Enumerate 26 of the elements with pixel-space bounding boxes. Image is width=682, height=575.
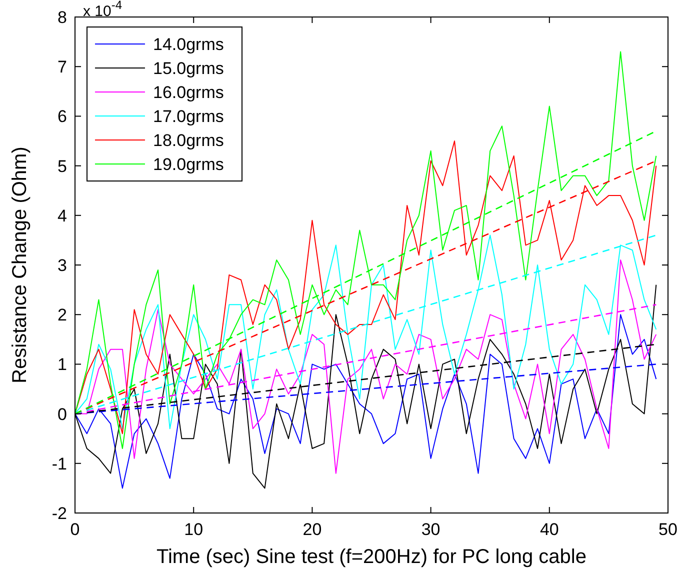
y-tick-label: 3 <box>58 256 67 275</box>
x-tick-label: 10 <box>184 520 204 539</box>
x-tick-label: 50 <box>658 520 678 539</box>
y-tick-label: 6 <box>58 107 67 126</box>
y-tick-label: -1 <box>52 454 67 474</box>
legend-label: 17.0grms <box>153 107 224 126</box>
y-tick-label: 7 <box>58 58 67 77</box>
x-tick-label: 0 <box>70 520 80 539</box>
legend-label: 18.0grms <box>153 131 224 150</box>
x-tick-label: 40 <box>540 520 559 539</box>
x-tick-label: 30 <box>421 520 440 539</box>
y-tick-label: 4 <box>58 206 67 226</box>
y-tick-label: 5 <box>58 156 67 176</box>
y-tick-label: 1 <box>58 355 67 374</box>
legend-label: 19.0grms <box>153 155 224 174</box>
legend-label: 15.0grms <box>153 59 224 78</box>
y-tick-label: 0 <box>58 404 67 424</box>
legend-label: 14.0grms <box>153 35 224 54</box>
legend-label: 16.0grms <box>153 83 224 102</box>
y-tick-label: 8 <box>58 8 67 27</box>
y-tick-label: -2 <box>52 504 67 523</box>
annotation: x 10$^{-4}$ <box>83 0 122 20</box>
y-axis-title: Resistance Change (Ohm) <box>9 146 31 384</box>
x-tick-label: 20 <box>302 520 322 539</box>
x-axis-title: Time (sec) Sine test (f=200Hz) for PC long cable <box>156 546 586 568</box>
y-tick-label: 2 <box>58 306 67 325</box>
